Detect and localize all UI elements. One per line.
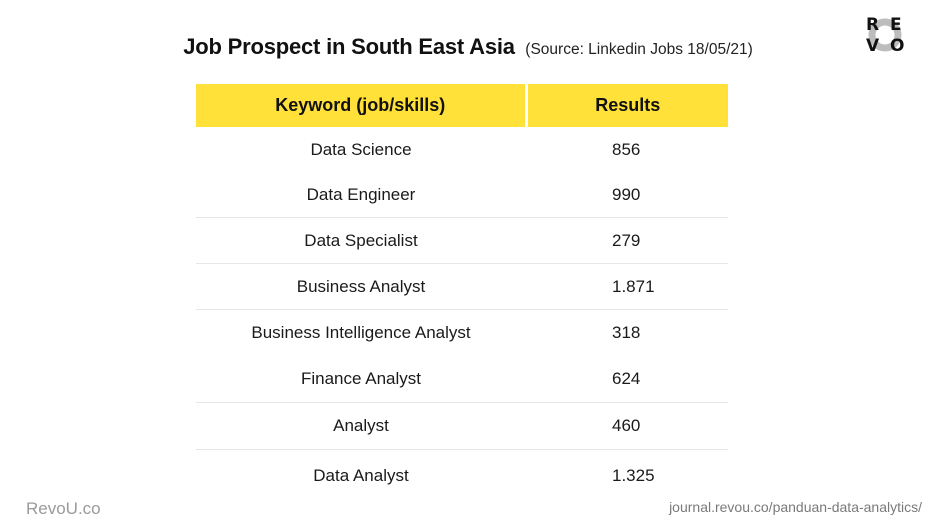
footer-brand: RevoU.co — [26, 499, 101, 518]
table-row: Data Science 856 — [196, 127, 728, 172]
footer-url: journal.revou.co/panduan-data-analytics/ — [669, 499, 922, 515]
table-row: Business Analyst 1.871 — [196, 263, 728, 310]
revo-logo: R E V O — [860, 14, 910, 58]
job-results-table: Keyword (job/skills) Results Data Scienc… — [196, 84, 728, 502]
keyword-cell: Data Analyst — [313, 465, 409, 485]
keyword-cell: Data Science — [310, 139, 412, 159]
logo-letter-e: E — [890, 15, 902, 35]
keyword-cell: Data Engineer — [196, 172, 526, 218]
table-row: Finance Analyst 624 — [196, 356, 728, 403]
results-cell: 624 — [526, 356, 728, 403]
results-cell: 279 — [526, 217, 728, 264]
results-cell: 318 — [612, 323, 641, 343]
column-header-results: Results — [526, 84, 728, 127]
keyword-cell: Business Analyst — [196, 263, 526, 310]
keyword-cell: Finance Analyst — [196, 356, 526, 403]
logo-letter-r: R — [866, 15, 880, 35]
table-header-row: Keyword (job/skills) Results — [196, 84, 728, 127]
page-title: Job Prospect in South East Asia — [183, 34, 515, 59]
logo-ring-icon — [868, 18, 902, 52]
results-cell: 460 — [526, 402, 728, 450]
table-row: Data Specialist 279 — [196, 217, 728, 264]
results-cell: 856 — [612, 139, 641, 159]
table-row: Business Intelligence Analyst 318 — [196, 310, 728, 357]
table-row: Data Analyst 1.325 — [196, 450, 728, 502]
column-header-keyword: Keyword (job/skills) — [196, 84, 528, 127]
source-note: (Source: Linkedin Jobs 18/05/21) — [525, 41, 753, 58]
table-row: Data Engineer 990 — [196, 172, 728, 218]
keyword-cell: Data Specialist — [196, 217, 526, 264]
table-row: Analyst 460 — [196, 402, 728, 450]
results-cell: 1.871 — [526, 263, 728, 310]
logo-letter-o: O — [890, 36, 905, 56]
keyword-cell: Business Intelligence Analyst — [251, 323, 471, 343]
results-cell: 1.325 — [612, 465, 655, 485]
page-title-row: Job Prospect in South East Asia (Source:… — [0, 34, 936, 60]
keyword-cell: Analyst — [196, 402, 526, 450]
results-cell: 990 — [526, 172, 728, 218]
logo-letter-v: V — [866, 36, 880, 56]
